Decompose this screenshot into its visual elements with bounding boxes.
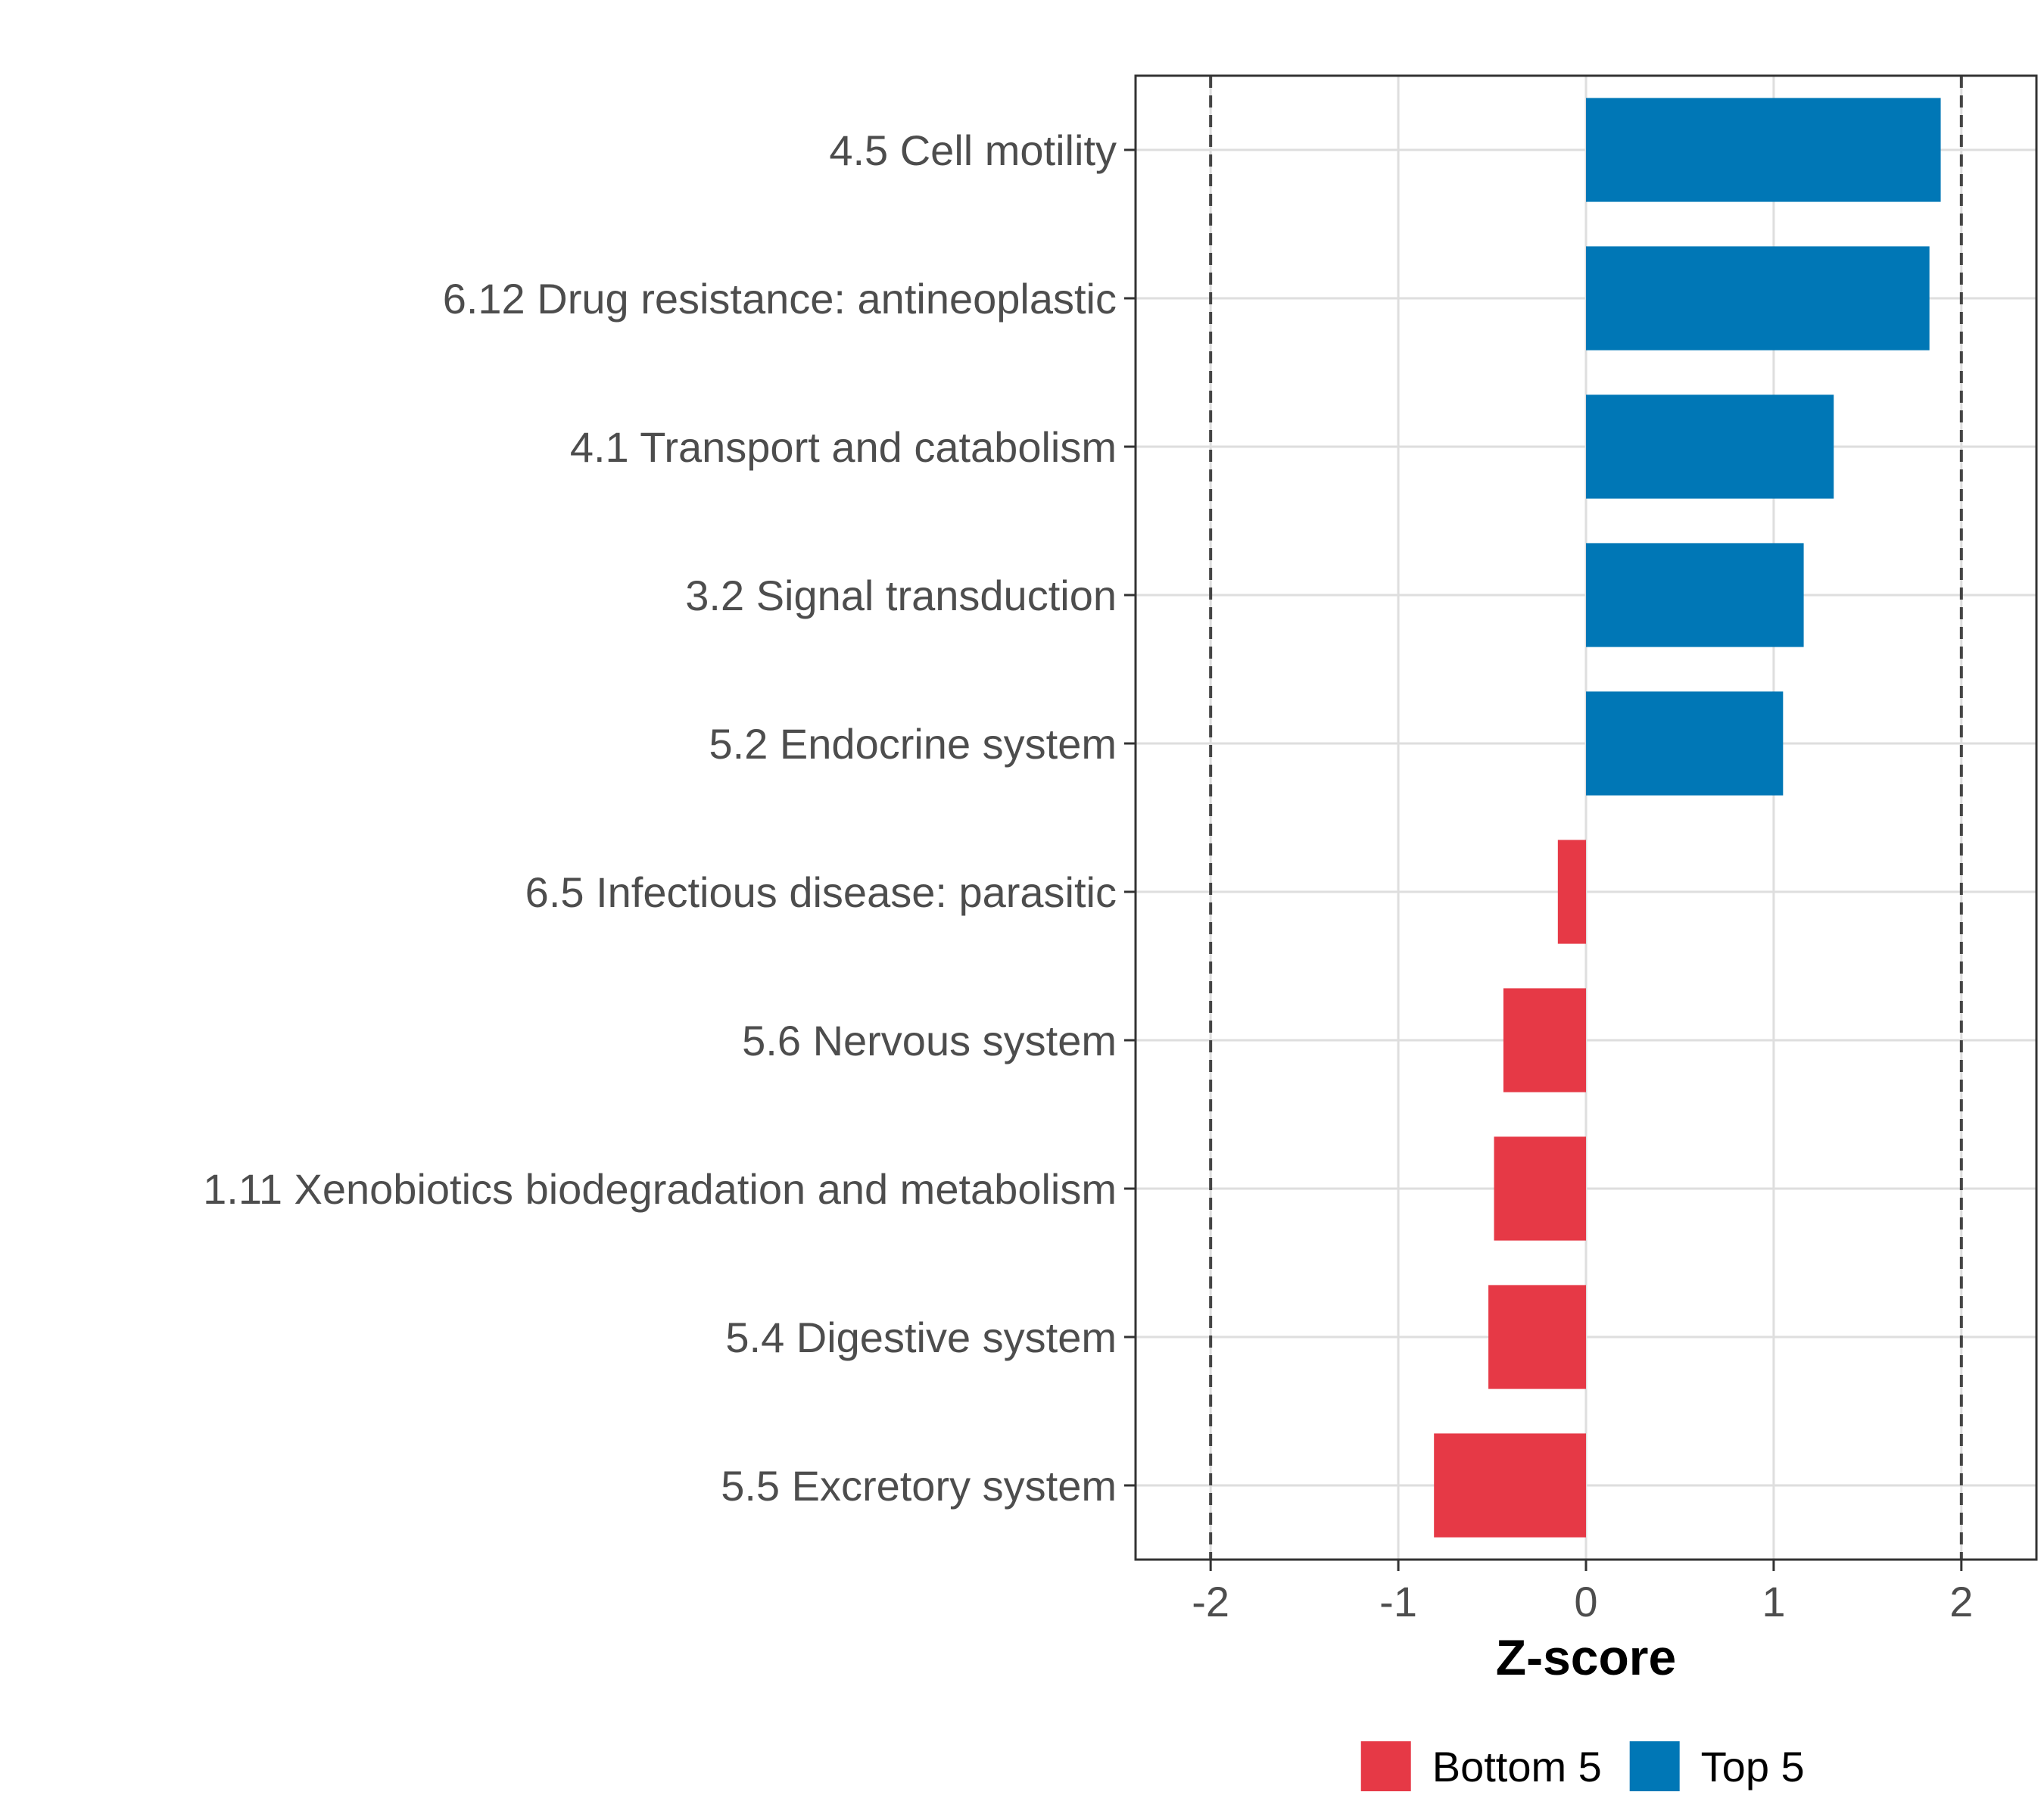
x-tick-label: 1 [1762, 1578, 1785, 1625]
x-axis-title: Z-score [1496, 1629, 1676, 1685]
bar [1494, 1136, 1586, 1241]
category-label: 4.1 Transport and catabolism [570, 423, 1117, 471]
legend-swatch [1629, 1741, 1680, 1791]
bar [1488, 1285, 1586, 1389]
category-label: 4.5 Cell motility [829, 126, 1117, 174]
x-tick-label: -1 [1379, 1578, 1417, 1625]
category-label: 5.4 Digestive system [725, 1314, 1117, 1361]
legend-label: Top 5 [1701, 1743, 1805, 1791]
bar [1586, 246, 1930, 351]
bar [1434, 1433, 1586, 1538]
reference-lines [1209, 76, 1963, 1560]
x-tick-label: -2 [1192, 1578, 1229, 1625]
bar [1586, 98, 1941, 202]
bar [1586, 691, 1784, 796]
category-label: 6.5 Infectious disease: parasitic [525, 868, 1117, 916]
bar [1503, 988, 1586, 1092]
category-label: 3.2 Signal transduction [685, 572, 1117, 619]
x-tick-label: 0 [1574, 1578, 1597, 1625]
y-axis: 4.5 Cell motility 6.12 Drug resistance: a… [203, 126, 1136, 1510]
bar [1586, 394, 1834, 499]
bars [1434, 98, 1941, 1538]
legend-label: Bottom 5 [1432, 1743, 1602, 1791]
x-axis: -2 -1 0 1 2 [1192, 1560, 1973, 1625]
bar [1557, 840, 1586, 944]
category-label: 5.5 Excretory system [721, 1462, 1117, 1510]
category-label: 6.12 Drug resistance: antineoplastic [443, 275, 1117, 323]
category-label: 5.6 Nervous system [742, 1017, 1117, 1064]
bar [1586, 543, 1804, 647]
x-tick-label: 2 [1949, 1578, 1973, 1625]
category-label: 5.2 Endocrine system [709, 720, 1117, 768]
legend: Bottom 5 Top 5 [1360, 1741, 1805, 1791]
legend-swatch [1360, 1741, 1411, 1791]
category-label: 1.11 Xenobiotics biodegradation and meta… [203, 1165, 1117, 1213]
